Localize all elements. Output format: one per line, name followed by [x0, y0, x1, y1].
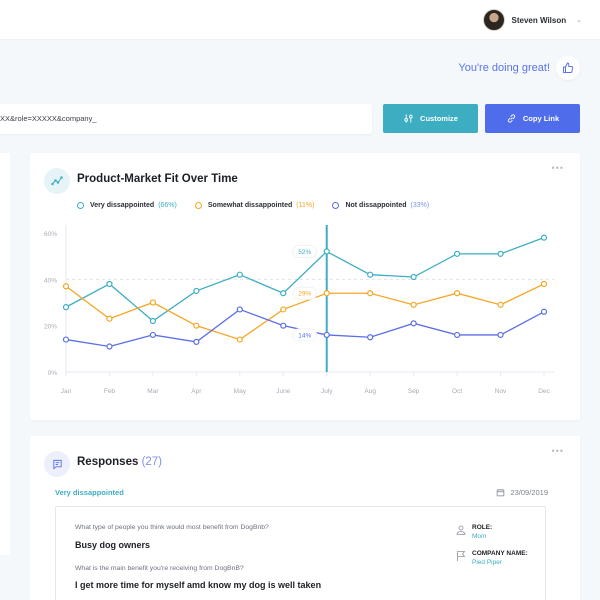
response-date: 23/09/2019	[496, 488, 548, 497]
flag-icon	[457, 551, 466, 561]
company-label: COMPANY NAME:	[472, 550, 528, 557]
user-menu[interactable]: Steven Wilson ⌄	[482, 9, 582, 31]
link-icon	[507, 114, 516, 123]
legend-item-somewhat[interactable]: Somewhat dissappointed (11%)	[194, 202, 315, 209]
svg-text:May: May	[234, 388, 247, 395]
legend-label: Very dissappointed	[90, 202, 155, 209]
calendar-icon	[497, 489, 505, 497]
user-icon	[456, 525, 466, 535]
svg-text:Nov: Nov	[495, 388, 507, 395]
svg-text:Oct: Oct	[452, 388, 462, 395]
line-chart[interactable]: 0% 20% 40% 60% Jan Feb Mar Apr May June July Aug Sep…	[30, 153, 580, 420]
svg-text:20%: 20%	[44, 324, 57, 331]
svg-text:July: July	[321, 388, 333, 395]
more-options-icon[interactable]: •••	[551, 163, 564, 173]
share-link-input[interactable]: XX&role=XXXXX&company_	[0, 104, 372, 134]
copy-link-button[interactable]: Copy Link	[485, 104, 580, 133]
legend-item-not[interactable]: Not dissappointed (33%)	[332, 202, 429, 209]
responses-badge	[44, 451, 70, 477]
svg-text:Sep: Sep	[408, 388, 420, 395]
more-options-icon[interactable]: •••	[551, 446, 564, 456]
company-field: COMPANY NAME: Pied Piper	[454, 550, 528, 566]
avatar[interactable]	[482, 9, 505, 31]
answer-2: I get more time for myself amd know my d…	[75, 580, 322, 590]
svg-text:Aug: Aug	[364, 388, 376, 395]
user-name: Steven Wilson	[511, 15, 567, 25]
thumbs-up-icon	[563, 62, 574, 73]
role-field: ROLE: Mom	[454, 524, 492, 540]
left-panel	[0, 153, 10, 555]
question-2: What is the main benefit you're receivin…	[75, 565, 244, 572]
svg-text:Dec: Dec	[538, 388, 550, 395]
svg-text:14%: 14%	[298, 332, 311, 339]
svg-text:June: June	[276, 388, 290, 395]
legend-dot-icon	[194, 202, 202, 209]
svg-text:40%: 40%	[44, 277, 57, 284]
copy-link-label: Copy Link	[522, 114, 560, 123]
response-item[interactable]: What type of people you think would most…	[55, 506, 546, 600]
legend-item-very[interactable]: Very dissappointed (66%)	[77, 202, 177, 209]
svg-text:60%: 60%	[44, 231, 57, 238]
responses-count: (27)	[141, 456, 163, 468]
responses-title: Responses (27)	[77, 456, 162, 468]
legend-pct: (11%)	[296, 202, 315, 209]
praise-banner: You're doing great!	[458, 56, 580, 80]
svg-text:0%: 0%	[48, 370, 58, 377]
chart-title: Product-Market Fit Over Time	[77, 173, 238, 185]
role-value: Mom	[472, 533, 487, 540]
company-value: Pied Piper	[472, 559, 502, 566]
svg-text:Apr: Apr	[191, 388, 202, 395]
legend-label: Somewhat dissappointed	[207, 202, 293, 209]
sliders-icon	[404, 114, 413, 123]
svg-text:Feb: Feb	[104, 388, 116, 395]
thumbs-up-button[interactable]	[556, 56, 580, 80]
response-status: Very dissappointed	[55, 488, 124, 497]
legend-label: Not dissappointed	[345, 202, 407, 209]
top-bar: Steven Wilson ⌄	[0, 0, 600, 40]
responses-card: ••• Responses (27) Very dissappointed 23…	[30, 436, 580, 600]
svg-text:Mar: Mar	[147, 388, 159, 395]
svg-text:52%: 52%	[298, 249, 311, 256]
response-date-text: 23/09/2019	[510, 488, 548, 497]
chart-legend: Very dissappointed (66%) Somewhat dissap…	[77, 202, 447, 209]
svg-text:29%: 29%	[298, 291, 311, 298]
customize-button[interactable]: Customize	[383, 104, 478, 133]
legend-pct: (66%)	[158, 202, 177, 209]
chevron-down-icon[interactable]: ⌄	[576, 17, 582, 24]
trend-line-icon	[51, 176, 63, 186]
chart-badge	[44, 168, 70, 194]
customize-label: Customize	[420, 114, 458, 123]
legend-dot-icon	[332, 202, 340, 209]
message-icon	[52, 459, 62, 470]
praise-text: You're doing great!	[458, 62, 550, 74]
pmf-chart-card: ••• Product-Market Fit Over Time Very di…	[30, 153, 580, 420]
question-1: What type of people you think would most…	[75, 524, 269, 531]
responses-title-text: Responses	[77, 456, 139, 468]
legend-pct: (33%)	[410, 202, 430, 209]
svg-text:Jan: Jan	[61, 388, 72, 395]
answer-1: Busy dog owners	[75, 540, 151, 550]
role-label: ROLE:	[472, 524, 493, 531]
legend-dot-icon	[77, 202, 84, 209]
